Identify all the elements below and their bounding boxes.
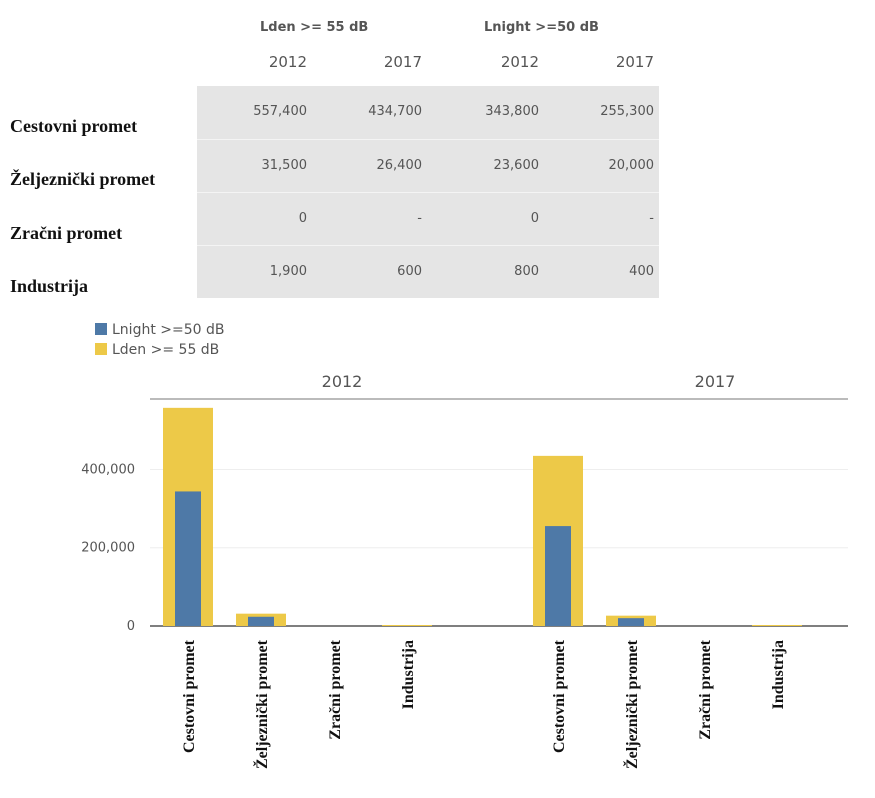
y-tick-label: 0 bbox=[127, 619, 135, 634]
x-category-label: Željeznički promet bbox=[622, 639, 641, 769]
table-row-label: Zračni promet bbox=[10, 223, 123, 243]
x-category-label: Industrija bbox=[770, 640, 787, 709]
table-cell: 800 bbox=[514, 264, 539, 279]
table-cell: 400 bbox=[629, 264, 654, 279]
table-group-header-lden: Lden >= 55 dB bbox=[260, 20, 369, 35]
table-year-header: 2017 bbox=[615, 53, 654, 71]
table-cell: - bbox=[417, 211, 422, 226]
x-category-label: Cestovni promet bbox=[551, 639, 568, 753]
table-group-header-lnight: Lnight >=50 dB bbox=[484, 20, 599, 35]
table-row-divider bbox=[197, 192, 659, 193]
table-year-header: 2012 bbox=[268, 53, 307, 71]
table-cell: 20,000 bbox=[608, 158, 655, 173]
x-category-label: Industrija bbox=[400, 640, 417, 709]
table-cell: 255,300 bbox=[600, 104, 654, 119]
y-tick-label: 200,000 bbox=[81, 541, 135, 556]
table-year-header: 2012 bbox=[500, 53, 539, 71]
table-cell: 26,400 bbox=[376, 158, 423, 173]
legend-item-lnight[interactable]: Lnight >=50 dB bbox=[95, 322, 224, 338]
legend-label: Lnight >=50 dB bbox=[112, 322, 225, 338]
bar-lnight bbox=[545, 526, 571, 626]
table-row-label: Industrija bbox=[10, 276, 89, 296]
table-year-header: 2017 bbox=[383, 53, 422, 71]
bar-lden bbox=[752, 625, 802, 626]
table-row-label: Željeznički promet bbox=[10, 169, 156, 189]
x-category-label: Zračni promet bbox=[327, 639, 344, 739]
panel-title-2012: 2012 bbox=[321, 372, 363, 391]
table-row-divider bbox=[197, 139, 659, 140]
x-category-label: Željeznički promet bbox=[252, 639, 271, 769]
table-cell: 23,600 bbox=[493, 158, 540, 173]
legend-swatch-lden bbox=[95, 343, 107, 355]
panel-title-2017: 2017 bbox=[694, 372, 736, 391]
table-cell: 434,700 bbox=[368, 104, 422, 119]
x-category-label: Cestovni promet bbox=[181, 639, 198, 753]
x-category-label: Zračni promet bbox=[697, 639, 714, 739]
table-cell: 0 bbox=[298, 211, 307, 226]
table-row-divider bbox=[197, 245, 659, 246]
legend-label: Lden >= 55 dB bbox=[112, 342, 220, 358]
table-cell: 600 bbox=[397, 264, 422, 279]
bar-lnight bbox=[248, 616, 274, 626]
table-cell: 343,800 bbox=[485, 104, 539, 119]
table-cell: 557,400 bbox=[253, 104, 307, 119]
bar-lnight bbox=[618, 618, 644, 626]
table-cell: 31,500 bbox=[261, 158, 308, 173]
bar-lden bbox=[382, 625, 432, 626]
legend-item-lden[interactable]: Lden >= 55 dB bbox=[95, 342, 219, 358]
table-row-label: Cestovni promet bbox=[10, 116, 138, 136]
legend-swatch-lnight bbox=[95, 323, 107, 335]
table-cell: 0 bbox=[530, 211, 539, 226]
y-tick-label: 400,000 bbox=[81, 462, 135, 477]
bar-lnight bbox=[175, 491, 201, 626]
table-cell: - bbox=[649, 211, 654, 226]
table-cell: 1,900 bbox=[269, 264, 307, 279]
